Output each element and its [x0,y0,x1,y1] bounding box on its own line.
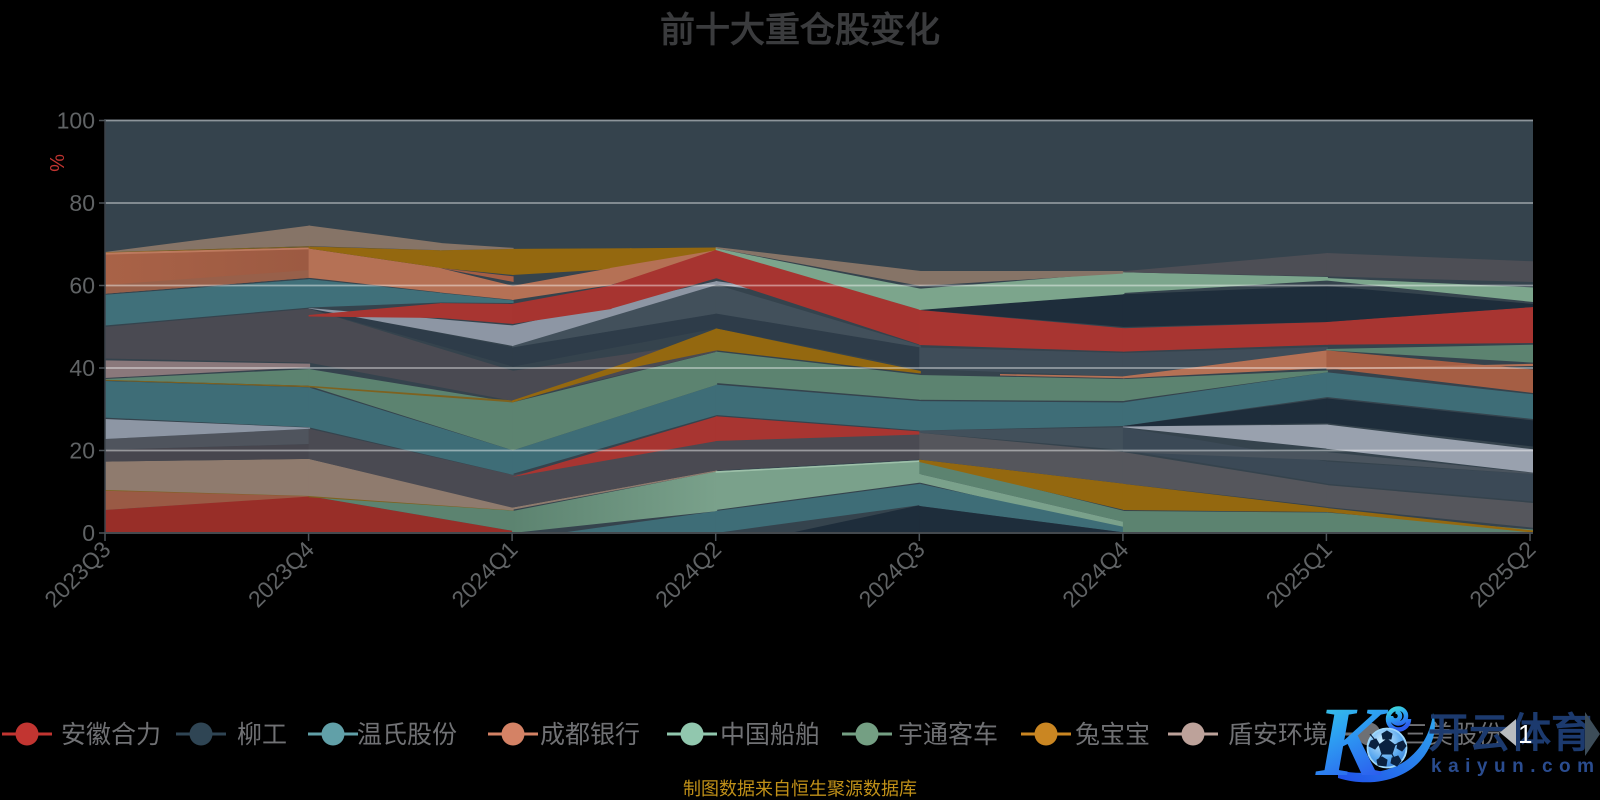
svg-text:兔宝宝: 兔宝宝 [1075,721,1150,749]
svg-text:成都银行: 成都银行 [540,721,640,749]
svg-text:40: 40 [69,355,95,381]
svg-text:1: 1 [1518,719,1532,749]
svg-text:60: 60 [69,273,95,299]
svg-text:安徽合力: 安徽合力 [61,721,161,749]
svg-text:前十大重仓股变化: 前十大重仓股变化 [660,11,940,50]
svg-text:盾安环境: 盾安环境 [1228,721,1328,749]
svg-text:100: 100 [57,108,95,134]
svg-text:20: 20 [69,438,95,464]
svg-text:0: 0 [82,520,95,546]
svg-text:%: % [45,154,67,172]
svg-text:80: 80 [69,190,95,216]
svg-text:温氏股份: 温氏股份 [357,721,457,749]
svg-text:宇通客车: 宇通客车 [898,721,998,749]
svg-text:中国船舶: 中国船舶 [720,721,820,749]
svg-text:kaiyun.com: kaiyun.com [1431,756,1600,777]
svg-text:三美股份: 三美股份 [1403,721,1503,749]
svg-text:柳工: 柳工 [237,721,287,749]
svg-text:制图数据来自恒生聚源数据库: 制图数据来自恒生聚源数据库 [683,779,917,799]
